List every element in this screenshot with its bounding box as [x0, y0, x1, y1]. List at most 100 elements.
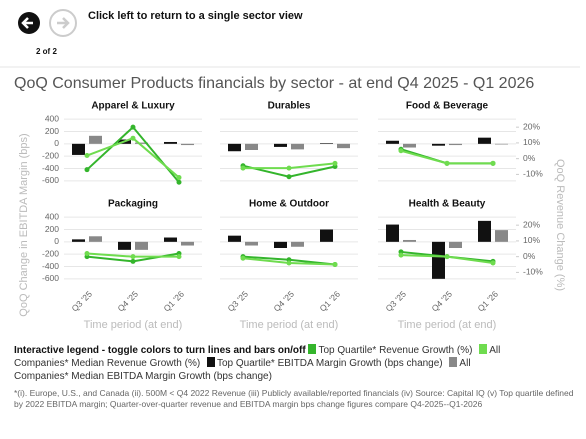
legend-label: Top Quartile* Revenue Growth (%) [318, 345, 473, 356]
bar [432, 143, 445, 146]
line-point [176, 179, 182, 185]
bar [89, 135, 102, 144]
panel-title: Health & Beauty [409, 199, 486, 210]
x-tick-label: Q4 '25 [115, 289, 140, 314]
line [86, 125, 180, 183]
legend-item[interactable]: All Companies* Median Revenue Growth (%) [14, 344, 501, 369]
line-point [84, 251, 90, 257]
line-point [286, 260, 292, 266]
y-tick-label: 400 [45, 211, 59, 221]
x-tick-label: Q1 '26 [317, 289, 342, 314]
bar [245, 143, 258, 150]
line-point [84, 167, 90, 173]
line-point [286, 174, 292, 180]
bar [164, 141, 177, 144]
back-button[interactable] [18, 12, 40, 34]
legend: Interactive legend - toggle colors to tu… [14, 344, 514, 383]
panel-title: Apparel & Luxury [91, 101, 175, 112]
bar [403, 239, 416, 242]
bar [118, 241, 131, 250]
bar [386, 140, 399, 144]
instruction: Click left to return to a single sector … [88, 10, 303, 22]
y-tick-label: -400 [42, 163, 59, 173]
y-tick-label: -200 [42, 248, 59, 258]
panel-title: Home & Outdoor [249, 199, 329, 210]
y2-tick-label: -10% [523, 169, 543, 179]
legend-swatch [308, 344, 317, 354]
bar [291, 241, 304, 247]
y-axis-title: QoQ Change in EBITDA Margin (bps) [18, 133, 30, 316]
legend-title: Interactive legend - toggle colors to tu… [14, 345, 306, 356]
line-point [332, 160, 338, 166]
line-point [444, 254, 450, 260]
y-tick-label: 400 [45, 113, 59, 123]
x-tick-label: Q3 '25 [383, 289, 408, 314]
y-tick-label: -400 [42, 261, 59, 271]
y2-tick-label: 20% [523, 121, 540, 131]
bar [386, 224, 399, 242]
bar [337, 143, 350, 149]
line-point [84, 153, 90, 159]
bar [181, 143, 194, 146]
y2-tick-label: 10% [523, 137, 540, 147]
panel-title: Food & Beverage [406, 101, 489, 112]
forward-button [49, 9, 77, 37]
panel-title: Durables [268, 101, 311, 112]
bar [135, 241, 148, 250]
bar [495, 143, 508, 145]
x-tick-label: Q1 '26 [161, 289, 186, 314]
bar [478, 137, 491, 144]
bar [495, 230, 508, 242]
bar [449, 143, 462, 146]
line-point [490, 260, 496, 266]
line-point [176, 175, 182, 181]
x-axis-title: Time period (at end) [398, 319, 497, 331]
line-point [240, 165, 246, 171]
bar [89, 236, 102, 242]
y2-axis-title: QoQ Revenue Change (%) [554, 159, 566, 291]
y-tick-label: -200 [42, 150, 59, 160]
x-tick-label: Q1 '26 [475, 289, 500, 314]
bar [164, 237, 177, 242]
legend-label: All Companies* Median EBITDA Margin Grow… [14, 358, 471, 382]
y-tick-label: -600 [42, 273, 59, 283]
line-point [286, 165, 292, 171]
page-indicator: 2 of 2 [36, 47, 57, 56]
bar [135, 142, 148, 144]
legend-item[interactable]: All Companies* Median EBITDA Margin Grow… [14, 357, 471, 382]
line-point [176, 254, 182, 260]
y-tick-label: -600 [42, 175, 59, 185]
bar [72, 239, 85, 242]
legend-label: All Companies* Median Revenue Growth (%) [14, 345, 501, 369]
bar [228, 235, 241, 242]
y2-tick-label: 20% [523, 219, 540, 229]
panel-title: Packaging [108, 199, 158, 210]
legend-swatch [479, 344, 488, 354]
line-point [130, 258, 136, 264]
chart: Click left to return to a single sector … [0, 9, 580, 331]
bar [478, 220, 491, 242]
y-tick-label: 0 [54, 236, 59, 246]
x-tick-label: Q3 '25 [225, 289, 250, 314]
legend-item[interactable]: Top Quartile* Revenue Growth (%) [308, 344, 473, 356]
bar [274, 241, 287, 248]
line-point [398, 148, 404, 154]
x-tick-label: Q3 '25 [69, 289, 94, 314]
line-point [490, 160, 496, 166]
bar [228, 143, 241, 152]
bar [181, 241, 194, 246]
legend-label: Top Quartile* EBITDA Margin Growth (bps … [216, 358, 443, 369]
bar [245, 241, 258, 246]
bar [291, 143, 304, 150]
x-axis-title: Time period (at end) [84, 319, 183, 331]
x-tick-label: Q4 '25 [271, 289, 296, 314]
legend-swatch [449, 357, 458, 367]
y2-tick-label: 0% [523, 153, 536, 163]
y-tick-label: 0 [54, 138, 59, 148]
legend-item[interactable]: Top Quartile* EBITDA Margin Growth (bps … [206, 357, 443, 369]
line-point [332, 262, 338, 268]
y2-tick-label: 10% [523, 235, 540, 245]
x-axis-title: Time period (at end) [240, 319, 339, 331]
x-tick-label: Q4 '25 [429, 289, 454, 314]
